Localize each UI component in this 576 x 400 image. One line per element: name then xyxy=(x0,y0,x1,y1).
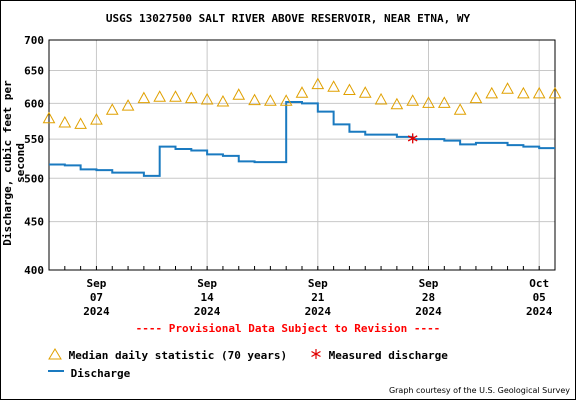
chart-title: USGS 13027500 SALT RIVER ABOVE RESERVOIR… xyxy=(105,12,471,25)
median-triangle xyxy=(485,86,499,99)
y-tick-label: 500 xyxy=(24,172,44,185)
median-triangle xyxy=(264,94,277,106)
asterisk-icon xyxy=(311,349,321,359)
median-triangle xyxy=(517,86,530,99)
measured-point xyxy=(407,133,418,144)
median-triangle xyxy=(548,86,562,99)
median-triangle xyxy=(390,97,404,110)
median-triangle xyxy=(279,94,293,106)
x-tick-label: 07 xyxy=(90,291,103,304)
median-triangle xyxy=(184,91,198,104)
median-triangle xyxy=(295,86,309,98)
median-triangle xyxy=(90,113,103,125)
legend-item-measured: Measured discharge xyxy=(310,348,448,362)
provisional-note: ---- Provisional Data Subject to Revisio… xyxy=(135,322,441,335)
x-tick-label: 14 xyxy=(201,291,215,304)
credit-text: Graph courtesy of the U.S. Geological Su… xyxy=(388,386,570,395)
median-triangle xyxy=(42,111,56,124)
median-triangle xyxy=(137,91,151,104)
x-tick-label: 2024 xyxy=(415,305,442,318)
y-tick-label: 600 xyxy=(24,97,44,110)
line-icon xyxy=(48,370,64,372)
y-tick-label: 550 xyxy=(24,133,44,146)
x-tick-label: 05 xyxy=(533,291,546,304)
median-triangle xyxy=(406,94,420,106)
plot-border xyxy=(48,39,556,271)
y-tick-label: 450 xyxy=(24,216,44,229)
triangle-icon xyxy=(48,348,62,360)
median-triangle xyxy=(532,86,546,99)
x-tick-label: Sep xyxy=(308,277,328,290)
x-tick-label: 2024 xyxy=(83,305,110,318)
median-triangle xyxy=(169,90,182,102)
median-triangle xyxy=(248,93,261,106)
median-triangle xyxy=(437,96,451,108)
x-tick-label: 28 xyxy=(422,291,435,304)
median-triangle xyxy=(153,90,167,102)
median-triangle xyxy=(422,96,435,108)
legend-label-measured: Measured discharge xyxy=(328,349,448,362)
x-tick-label: 2024 xyxy=(194,305,221,318)
median-triangle xyxy=(343,83,356,96)
legend-label-median: Median daily statistic (70 years) xyxy=(68,349,288,362)
median-triangle xyxy=(311,77,325,90)
median-triangle xyxy=(469,91,483,104)
median-triangle xyxy=(200,92,214,105)
median-triangle xyxy=(232,88,246,100)
measured-point-stroke xyxy=(407,135,418,142)
x-tick-label: Sep xyxy=(197,277,217,290)
median-triangle xyxy=(121,99,135,111)
legend-item-median: Median daily statistic (70 years) xyxy=(48,348,287,362)
median-triangle xyxy=(501,82,514,94)
median-triangle xyxy=(105,103,119,115)
discharge-line xyxy=(49,100,555,177)
x-tick-label: 2024 xyxy=(526,305,553,318)
y-tick-label: 700 xyxy=(24,34,44,47)
median-triangle xyxy=(216,94,230,107)
median-triangle xyxy=(327,80,340,92)
x-tick-label: 2024 xyxy=(305,305,332,318)
x-tick-label: 21 xyxy=(311,291,325,304)
legend-item-discharge: Discharge xyxy=(48,366,130,380)
x-tick-label: Sep xyxy=(87,277,107,290)
median-triangle xyxy=(453,103,467,115)
y-tick-label: 650 xyxy=(24,64,44,77)
x-tick-label: Oct xyxy=(529,277,549,290)
x-tick-label: Sep xyxy=(419,277,439,290)
median-triangle xyxy=(58,115,72,128)
median-triangle xyxy=(74,117,87,129)
median-triangle xyxy=(374,92,388,105)
median-triangle xyxy=(358,86,372,98)
y-tick-label: 400 xyxy=(24,264,44,277)
legend-label-discharge: Discharge xyxy=(70,367,131,380)
